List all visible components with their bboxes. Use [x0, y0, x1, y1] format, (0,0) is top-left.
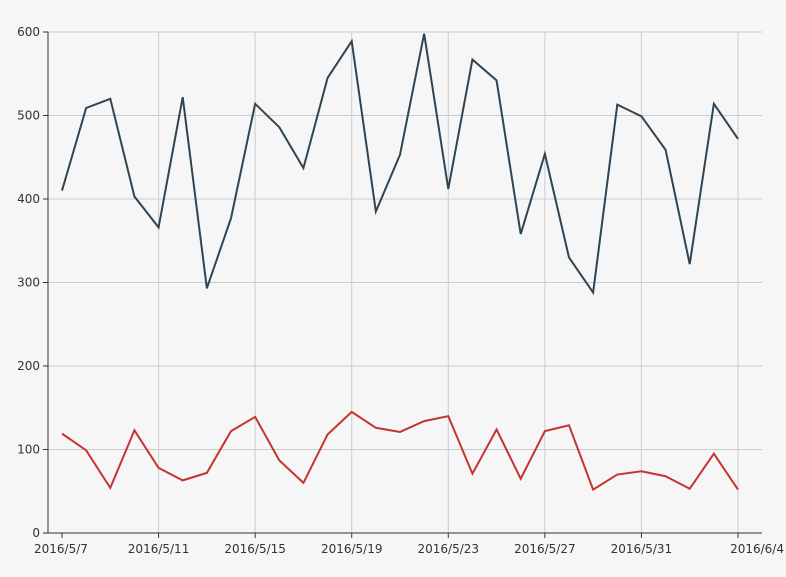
tick-labels: 0 100 200 300 400 500 600 2016/5/7 2016/5/11 2016… [17, 25, 784, 556]
x-tick-label: 2016/5/23 [418, 542, 480, 556]
y-tick-label: 200 [17, 359, 40, 373]
y-tick-label: 500 [17, 109, 40, 123]
grid-lines [48, 31, 762, 533]
y-tick-label: 400 [17, 192, 40, 206]
x-tick-label: 2016/5/31 [611, 542, 673, 556]
y-tick-label: 100 [17, 443, 40, 457]
y-tick-label: 600 [17, 25, 40, 39]
x-tick-label: 2016/6/4 [730, 542, 784, 556]
x-tick-label: 2016/5/19 [321, 542, 383, 556]
x-tick-label: 2016/5/7 [34, 542, 88, 556]
x-tick-label: 2016/5/27 [514, 542, 576, 556]
axes [43, 31, 762, 538]
y-tick-label: 300 [17, 276, 40, 290]
series-line-1 [61, 33, 739, 296]
series-layer [61, 33, 739, 492]
x-tick-label: 2016/5/11 [128, 542, 190, 556]
x-tick-label: 2016/5/15 [224, 542, 286, 556]
y-tick-label: 0 [32, 526, 40, 540]
series-line-2 [61, 410, 739, 492]
